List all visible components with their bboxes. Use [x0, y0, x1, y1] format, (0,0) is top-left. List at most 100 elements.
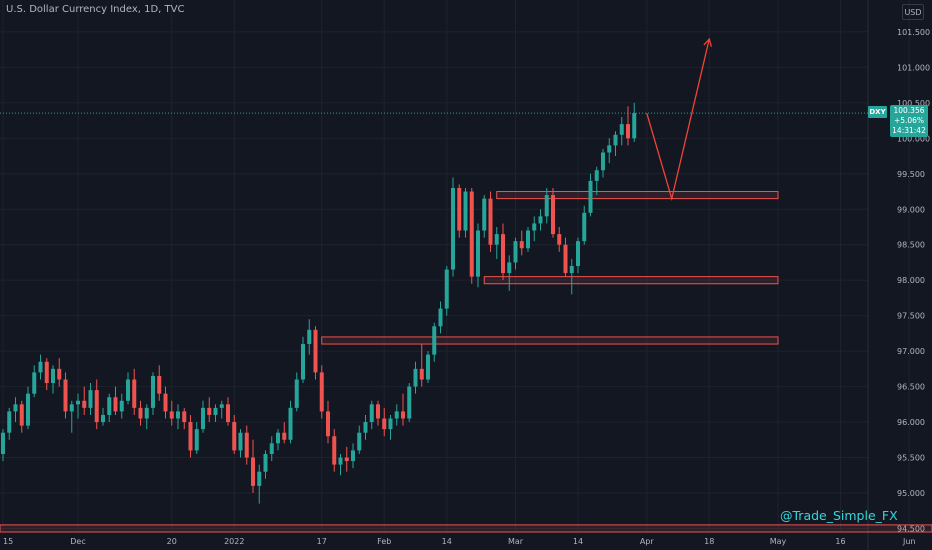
candle-body — [151, 375, 155, 408]
candle-body — [101, 414, 105, 423]
candle-body — [69, 404, 74, 412]
candle-body — [369, 404, 374, 423]
y-tick-label: 95.500 — [897, 454, 925, 463]
candle-body — [169, 411, 174, 419]
candle-body — [257, 471, 262, 486]
chart-title: U.S. Dollar Currency Index, 1D, TVC — [6, 4, 185, 15]
candle-body — [407, 386, 412, 419]
candle-body — [226, 404, 230, 423]
candle-body — [13, 404, 18, 412]
candle-body — [494, 234, 499, 245]
x-tick-label: Dec — [70, 537, 85, 546]
candle-body — [238, 432, 243, 451]
candle-body — [482, 198, 487, 231]
price-tag-body: 100.356 +5.06% 14:31:42 — [890, 105, 928, 137]
x-tick-label: May — [770, 537, 787, 546]
candle-body — [332, 436, 337, 465]
candle-body — [376, 404, 380, 419]
candle-body — [476, 230, 480, 277]
candle-body — [144, 407, 149, 419]
candle-body — [426, 354, 430, 380]
candle-body — [338, 457, 343, 465]
candle-body — [213, 407, 218, 415]
candle-body — [357, 432, 362, 451]
y-tick-label: 96.500 — [897, 383, 925, 392]
candle-body — [601, 152, 605, 171]
candle-body — [51, 368, 55, 384]
y-tick-label: 94.500 — [897, 524, 925, 533]
x-tick-label: 14 — [442, 537, 452, 546]
candle-body — [38, 361, 43, 373]
candle-body — [57, 368, 62, 380]
candle-body — [588, 180, 593, 213]
y-tick-label: 100.000 — [897, 134, 930, 143]
candle-body — [344, 457, 349, 462]
candle-body — [94, 390, 99, 423]
candle-body — [619, 124, 624, 135]
candle-body — [301, 344, 305, 380]
candle-body — [319, 372, 324, 412]
price-tag-symbol: DXY — [868, 106, 887, 118]
candle-body — [388, 418, 393, 430]
candle-body — [294, 379, 299, 408]
candle-body — [501, 234, 505, 274]
candle-body — [219, 404, 224, 408]
candle-body — [544, 195, 549, 217]
y-tick-label: 98.000 — [897, 276, 925, 285]
price-tag-countdown: 14:31:42 — [892, 126, 926, 135]
candle-body — [194, 429, 199, 451]
candle-body — [88, 390, 93, 408]
price-tag: DXY 100.356 +5.06% 14:31:42 — [868, 105, 932, 137]
x-tick-label: 20 — [167, 537, 177, 546]
zone-lower-support — [321, 336, 779, 345]
candle-body — [563, 244, 568, 274]
x-tick-label: Feb — [377, 537, 391, 546]
y-tick-label: 97.500 — [897, 312, 925, 321]
candle-body — [326, 411, 330, 437]
candle-body — [432, 326, 437, 355]
x-tick-label: 16 — [835, 537, 845, 546]
y-tick-label: 96.000 — [897, 418, 925, 427]
candle-body — [163, 393, 168, 412]
candle-body — [519, 241, 524, 249]
price-tag-change: +5.06% — [893, 116, 925, 125]
candle-body — [76, 400, 80, 405]
candle-body — [444, 269, 449, 309]
x-tick-label: Mar — [508, 537, 524, 546]
candle-body — [401, 411, 405, 419]
candle-body — [538, 216, 543, 224]
candle-body — [632, 113, 637, 139]
candle-body — [26, 393, 30, 426]
projection-arrowhead — [703, 37, 713, 47]
candle-body — [576, 241, 580, 266]
candle-body — [32, 372, 37, 394]
candle-body — [176, 411, 180, 419]
candle-body — [551, 195, 555, 235]
x-tick-label: Jun — [902, 537, 916, 546]
candle-body — [207, 407, 212, 415]
currency-button[interactable]: USD — [902, 4, 924, 20]
candle-body — [607, 145, 612, 153]
candle-body — [63, 379, 68, 412]
candle-body — [132, 379, 137, 408]
y-tick-label: 101.500 — [897, 28, 930, 37]
candle-body — [188, 422, 193, 451]
candle-body — [269, 443, 274, 454]
x-tick-label: 15 — [3, 537, 13, 546]
y-tick-label: 98.500 — [897, 241, 925, 250]
candle-body — [19, 404, 24, 426]
zone-middle-support — [483, 276, 779, 285]
candle-body — [419, 368, 424, 380]
candle-body — [157, 375, 162, 394]
candle-body — [138, 407, 143, 419]
zone-upper-resistance — [496, 191, 779, 200]
candle-body — [363, 422, 368, 433]
candle-body — [82, 400, 87, 408]
candle-body — [244, 432, 249, 458]
candle-body — [232, 422, 237, 451]
y-tick-label: 101.000 — [897, 63, 930, 72]
candle-body — [463, 191, 468, 231]
candle-body — [488, 198, 493, 245]
candle-body — [119, 400, 124, 412]
